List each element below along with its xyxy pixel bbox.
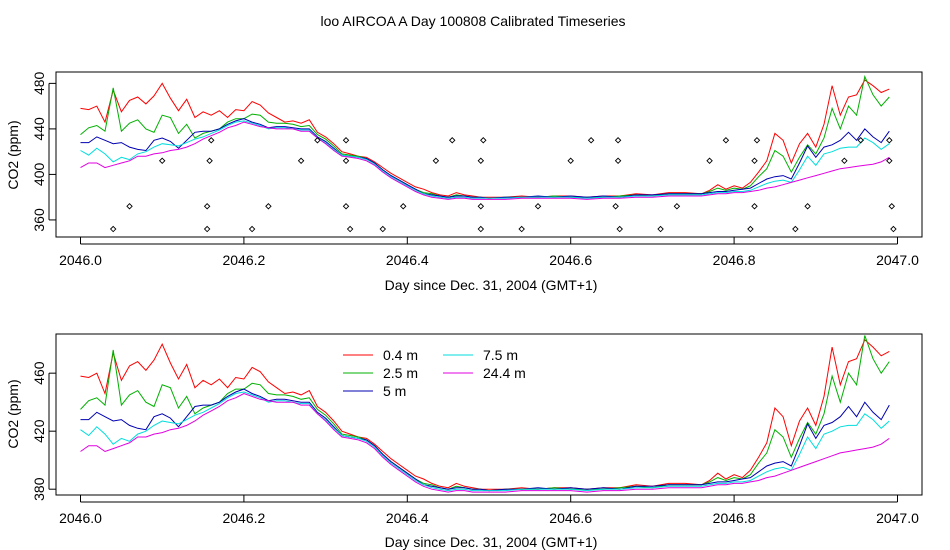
diamond-marker [886, 137, 893, 144]
bottom-chart-series [80, 335, 890, 493]
top-y-tick-label: 480 [31, 71, 47, 95]
top-series-line-7-5-m [80, 120, 890, 199]
bottom-x-tick-label: 2046.2 [222, 510, 265, 526]
bottom-x-tick-label: 2046.6 [549, 510, 592, 526]
top-chart-ylabel: CO2 (ppm) [5, 120, 21, 189]
diamond-marker [612, 203, 619, 210]
top-y-tick-label: 440 [31, 117, 47, 141]
diamond-marker [158, 157, 166, 164]
legend-label: 0.4 m [383, 347, 418, 363]
diamond-marker [518, 225, 525, 233]
top-chart-series [80, 75, 890, 200]
bottom-chart-xlabel: Day since Dec. 31, 2004 (GMT+1) [385, 534, 598, 550]
diamond-marker [616, 225, 623, 233]
diamond-marker [657, 225, 664, 233]
diamond-marker [722, 137, 730, 144]
bottom-y-tick-label: 460 [31, 361, 47, 385]
diamond-marker [614, 137, 622, 144]
legend-label: 7.5 m [483, 347, 518, 363]
bottom-series-line-2-5-m [80, 335, 890, 492]
diamond-marker [888, 203, 896, 210]
bottom-x-tick-label: 2046.0 [59, 510, 102, 526]
diamond-marker [477, 157, 485, 164]
diamond-marker [207, 137, 215, 144]
diamond-marker [534, 203, 542, 210]
legend-label: 24.4 m [483, 365, 526, 381]
top-chart-x-ticks: 2046.0 2046.2 2046.4 2046.6 2046.8 2047.0 [59, 237, 919, 268]
top-y-tick-label: 400 [31, 163, 47, 187]
diamond-marker [346, 225, 354, 233]
top-x-tick-label: 2046.6 [549, 252, 592, 268]
top-chart-y-ticks: 360 400 440 480 [31, 71, 56, 232]
bottom-chart-ylabel: CO2 (ppm) [5, 379, 21, 448]
top-x-tick-label: 2046.4 [386, 252, 429, 268]
diamond-marker [109, 225, 117, 233]
diamond-marker [342, 137, 350, 144]
diamond-marker [673, 203, 681, 210]
top-chart-frame [55, 71, 923, 238]
diamond-marker [126, 203, 133, 210]
legend-label: 5 m [383, 383, 406, 399]
bottom-series-line-0-4-m [80, 338, 890, 490]
legend: 0.4 m 2.5 m 5 m 7.5 m 24.4 m [343, 347, 526, 399]
diamond-marker [480, 137, 487, 144]
bottom-x-tick-label: 2046.4 [386, 510, 429, 526]
bottom-chart-frame [55, 333, 923, 496]
top-series-line-2-5-m [80, 75, 890, 199]
bottom-series-line-24-4-m [80, 392, 890, 493]
diamond-marker [477, 203, 485, 210]
diamond-marker [477, 225, 485, 233]
page-title: loo AIRCOA A Day 100808 Calibrated Times… [320, 13, 625, 29]
top-y-tick-label: 360 [31, 208, 47, 232]
top-chart-xlabel: Day since Dec. 31, 2004 (GMT+1) [385, 277, 598, 293]
diamond-marker [203, 225, 211, 233]
diamond-marker [248, 225, 256, 233]
legend-label: 2.5 m [383, 365, 418, 381]
top-x-tick-label: 2047.0 [876, 252, 919, 268]
top-x-tick-label: 2046.8 [713, 252, 756, 268]
diamond-marker [206, 157, 213, 164]
diamond-marker [432, 157, 440, 164]
diamond-marker [567, 157, 574, 164]
top-chart-panel: Day since Dec. 31, 2004 (GMT+1) CO2 (ppm… [5, 71, 923, 293]
diamond-marker [841, 157, 848, 164]
diamond-marker [857, 137, 864, 144]
diamond-marker [448, 137, 456, 144]
diamond-marker [314, 137, 321, 144]
bottom-chart-x-ticks: 2046.0 2046.2 2046.4 2046.6 2046.8 2047.0 [59, 495, 919, 526]
diamond-marker [751, 157, 758, 164]
bottom-chart-y-ticks: 380 420 460 [31, 361, 56, 501]
diamond-marker [614, 157, 622, 164]
diamond-marker [804, 203, 811, 210]
diamond-marker [753, 137, 761, 144]
diamond-marker [747, 225, 754, 233]
diamond-marker [706, 157, 713, 164]
diamond-marker [265, 203, 272, 210]
diamond-marker [587, 137, 595, 144]
diamond-marker [792, 225, 799, 233]
top-x-tick-label: 2046.2 [222, 252, 265, 268]
diamond-marker [342, 157, 350, 164]
top-x-tick-label: 2046.0 [59, 252, 102, 268]
diamond-marker [203, 203, 211, 210]
bottom-chart-panel: Day since Dec. 31, 2004 (GMT+1) CO2 (ppm… [5, 333, 923, 550]
bottom-x-tick-label: 2047.0 [876, 510, 919, 526]
diamond-marker [890, 225, 897, 233]
diamond-marker [379, 225, 387, 233]
bottom-x-tick-label: 2046.8 [713, 510, 756, 526]
diamond-marker [297, 157, 305, 164]
bottom-series-line-7-5-m [80, 391, 890, 492]
diamond-marker [342, 203, 350, 210]
diamond-marker [886, 157, 893, 164]
bottom-series-line-5-m [80, 388, 890, 492]
top-series-line-24-4-m [80, 121, 890, 200]
diamond-marker [399, 203, 407, 210]
top-series-line-5-m [80, 118, 890, 199]
bottom-y-tick-label: 380 [31, 477, 47, 501]
top-chart-diamond-markers [109, 137, 897, 233]
bottom-y-tick-label: 420 [31, 419, 47, 443]
diamond-marker [751, 203, 758, 210]
top-series-line-0-4-m [80, 79, 890, 198]
